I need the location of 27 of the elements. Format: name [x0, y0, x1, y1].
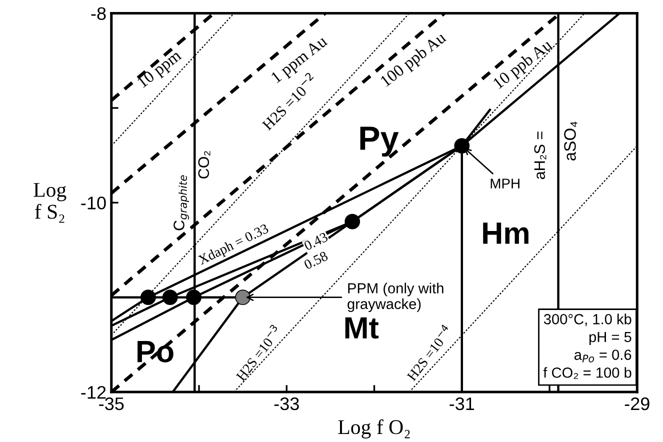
- annotation: H2S =10$^{−3}$: [233, 324, 282, 382]
- annotation: Po: [138, 341, 174, 362]
- x-tick-label: -31: [450, 397, 474, 410]
- annotation: Py: [360, 126, 399, 157]
- annotation: 10 ppb Au: [492, 38, 555, 92]
- y-tick-label: -12: [81, 386, 106, 399]
- annotation: Hm: [483, 222, 528, 244]
- annotation: 0.43: [303, 232, 328, 251]
- annotation: aSO₄: [564, 122, 578, 160]
- x-tick-label: -29: [624, 397, 650, 410]
- y-tick-label: -10: [81, 196, 106, 210]
- annotation: aH₂S =: [534, 132, 546, 180]
- annotation: H2S =10$^{−4}$: [404, 324, 454, 382]
- x-axis-title: Log f O₂: [338, 419, 410, 438]
- annotation: Xdaph = 0.33: [197, 223, 270, 268]
- annotation: Mt: [345, 317, 379, 339]
- y-tick-label: -8: [91, 7, 106, 20]
- annotation: 100 ppb Au: [380, 30, 449, 90]
- annotation: 0.58: [303, 250, 328, 270]
- x-tick-label: -35: [99, 397, 124, 410]
- x-tick-label: -33: [274, 397, 299, 410]
- annotation: CO₂: [198, 151, 210, 178]
- y-axis-title: Log f S₂: [34, 183, 66, 223]
- annotation: PPM (only with graywacke): [348, 282, 444, 312]
- annotation: MPH: [490, 178, 520, 188]
- annotation: 300°C, 1.0 kb pH = 5 a$_{Po}$ = 0.6 f CO₂ = 100 b: [543, 314, 632, 379]
- annotation: C$_{graphite}$: [174, 175, 189, 230]
